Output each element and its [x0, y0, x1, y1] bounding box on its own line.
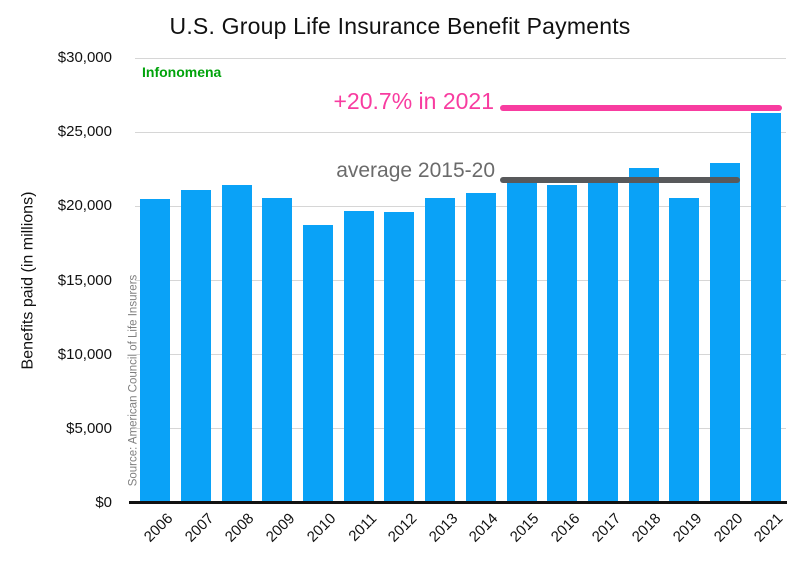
x-tick-label-2020: 2020 — [710, 510, 746, 546]
x-tick-label-2010: 2010 — [303, 510, 340, 546]
y-tick-label-0: $0 — [95, 494, 112, 511]
x-tick-label-2006: 2006 — [140, 510, 177, 546]
annotation-label-avg: average 2015-20 — [336, 159, 495, 183]
gridline-5000 — [135, 428, 786, 430]
bar-2007 — [181, 190, 212, 503]
bar-2008 — [221, 184, 252, 503]
bar-2013 — [425, 198, 456, 503]
x-tick-label-2017: 2017 — [588, 510, 624, 546]
bar-2010 — [303, 224, 334, 503]
x-axis-line — [129, 501, 787, 504]
bar-2006 — [140, 198, 171, 503]
gridline-10000 — [135, 354, 786, 356]
y-tick-label-30000: $30,000 — [57, 49, 112, 66]
bar-2018 — [628, 167, 659, 503]
gridline-30000 — [135, 57, 786, 59]
y-tick-label-15000: $15,000 — [57, 271, 112, 289]
annotation-line-avg — [500, 176, 740, 183]
bar-2021 — [750, 112, 781, 503]
plot-area — [129, 57, 787, 504]
bar-2011 — [343, 210, 374, 503]
y-tick-label-25000: $25,000 — [57, 123, 112, 141]
y-tick-label-5000: $5,000 — [66, 419, 112, 437]
chart-title: U.S. Group Life Insurance Benefit Paymen… — [169, 13, 631, 39]
annotation-line-pink2021 — [500, 104, 782, 111]
x-tick-label-2013: 2013 — [425, 510, 462, 546]
x-tick-label-2014: 2014 — [466, 510, 502, 546]
gridline-25000 — [135, 131, 786, 133]
x-tick-label-2007: 2007 — [181, 510, 218, 546]
annotation-label-pink2021: +20.7% in 2021 — [333, 88, 495, 115]
bar-2014 — [465, 192, 496, 503]
bar-2016 — [547, 184, 578, 503]
bar-2020 — [709, 163, 740, 503]
x-tick-label-2009: 2009 — [262, 510, 299, 546]
bar-2017 — [587, 179, 618, 503]
gridline-20000 — [135, 205, 786, 207]
x-tick-label-2018: 2018 — [628, 510, 665, 546]
x-tick-label-2016: 2016 — [547, 510, 584, 546]
y-tick-label-20000: $20,000 — [57, 197, 112, 215]
bar-2015 — [506, 183, 537, 503]
bar-2012 — [384, 211, 415, 503]
y-tick-label-10000: $10,000 — [57, 345, 112, 363]
x-tick-label-2012: 2012 — [384, 510, 421, 546]
bar-2009 — [262, 198, 293, 503]
x-tick-label-2011: 2011 — [344, 510, 380, 545]
brand-watermark: Infonomena — [142, 64, 222, 80]
x-tick-label-2008: 2008 — [222, 510, 258, 546]
x-tick-label-2015: 2015 — [506, 510, 543, 546]
bar-2019 — [669, 198, 700, 503]
x-tick-label-2021: 2021 — [751, 510, 787, 546]
gridline-15000 — [135, 280, 786, 281]
x-tick-label-2019: 2019 — [669, 510, 706, 546]
